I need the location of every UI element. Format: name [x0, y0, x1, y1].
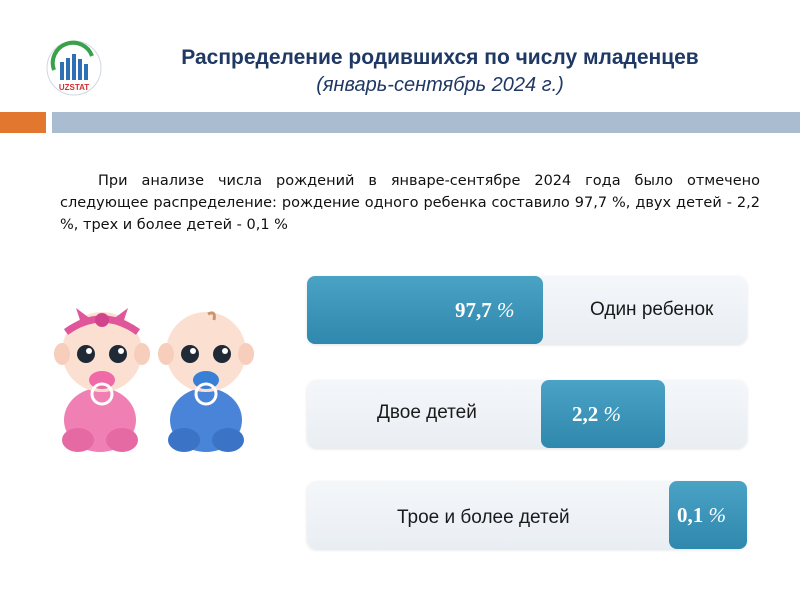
- page-title: Распределение родившихся по числу младен…: [181, 46, 699, 69]
- accent-band-blue: [52, 112, 800, 133]
- baby-girl-pink-icon: [54, 308, 150, 452]
- category-label-one-child: Один ребенок: [590, 299, 714, 320]
- baby-boy-blue-icon: [158, 311, 254, 452]
- value-label-three-plus: 0,1 %: [677, 503, 726, 527]
- value-label-two-children: 2,2 %: [572, 402, 621, 426]
- page-subtitle: (январь-сентябрь 2024 г.): [316, 74, 564, 96]
- logo-text: UZSTAT: [59, 83, 89, 92]
- accent-band-orange: [0, 112, 46, 133]
- bar-one-child: [307, 276, 543, 344]
- babies-illustration: [54, 308, 254, 452]
- bar-track-two-children: Двое детей 2,2 %: [307, 380, 747, 448]
- value-label-one-child: 97,7 %: [455, 298, 515, 322]
- bar-track-three-plus: Трое и более детей 0,1 %: [307, 481, 747, 549]
- category-label-three-plus: Трое и более детей: [397, 507, 570, 528]
- bar-two-children: [541, 380, 665, 448]
- intro-paragraph: При анализе числа рождений в январе-сент…: [60, 173, 760, 233]
- bar-three-plus: [669, 481, 747, 549]
- category-label-two-children: Двое детей: [377, 402, 477, 423]
- uzstat-logo: UZSTAT: [46, 40, 102, 96]
- bar-track-one-child: 97,7 % Один ребенок: [307, 276, 747, 344]
